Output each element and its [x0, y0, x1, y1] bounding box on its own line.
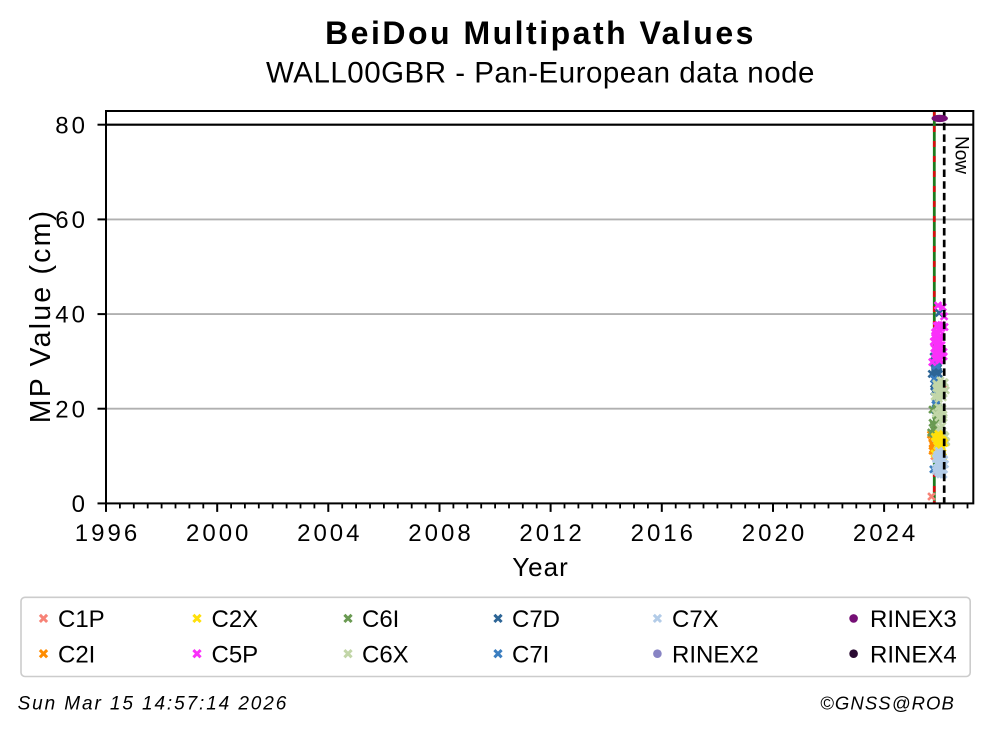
svg-text:80: 80	[55, 112, 88, 139]
svg-text:Year: Year	[512, 552, 569, 582]
svg-text:0: 0	[72, 491, 88, 518]
svg-text:WALL00GBR - Pan-European data: WALL00GBR - Pan-European data node	[266, 57, 815, 90]
svg-text:C7I: C7I	[512, 641, 549, 668]
svg-text:RINEX4: RINEX4	[870, 641, 957, 668]
svg-text:2024: 2024	[853, 520, 918, 547]
svg-text:C7D: C7D	[512, 606, 560, 633]
svg-text:2000: 2000	[186, 520, 251, 547]
svg-text:RINEX2: RINEX2	[672, 641, 759, 668]
svg-text:BeiDou Multipath Values: BeiDou Multipath Values	[325, 15, 756, 51]
svg-text:60: 60	[55, 207, 88, 234]
svg-text:©GNSS@ROB: ©GNSS@ROB	[820, 693, 955, 714]
svg-text:2008: 2008	[408, 520, 473, 547]
svg-text:MP Value (cm): MP Value (cm)	[25, 209, 57, 423]
svg-text:RINEX3: RINEX3	[870, 606, 957, 633]
svg-text:2012: 2012	[519, 520, 584, 547]
svg-text:2004: 2004	[297, 520, 362, 547]
svg-text:C7X: C7X	[672, 606, 719, 633]
svg-text:C2I: C2I	[58, 641, 95, 668]
svg-text:C1P: C1P	[58, 606, 105, 633]
svg-text:1996: 1996	[75, 520, 140, 547]
svg-text:2016: 2016	[631, 520, 696, 547]
svg-text:40: 40	[55, 302, 88, 329]
svg-text:C6X: C6X	[362, 641, 409, 668]
svg-text:Sun Mar 15 14:57:14 2026: Sun Mar 15 14:57:14 2026	[18, 694, 289, 715]
svg-text:2020: 2020	[742, 520, 807, 547]
svg-text:C2X: C2X	[212, 606, 259, 633]
svg-text:20: 20	[55, 396, 88, 423]
svg-text:Now: Now	[951, 136, 972, 174]
svg-text:C6I: C6I	[362, 606, 399, 633]
svg-text:C5P: C5P	[212, 641, 259, 668]
